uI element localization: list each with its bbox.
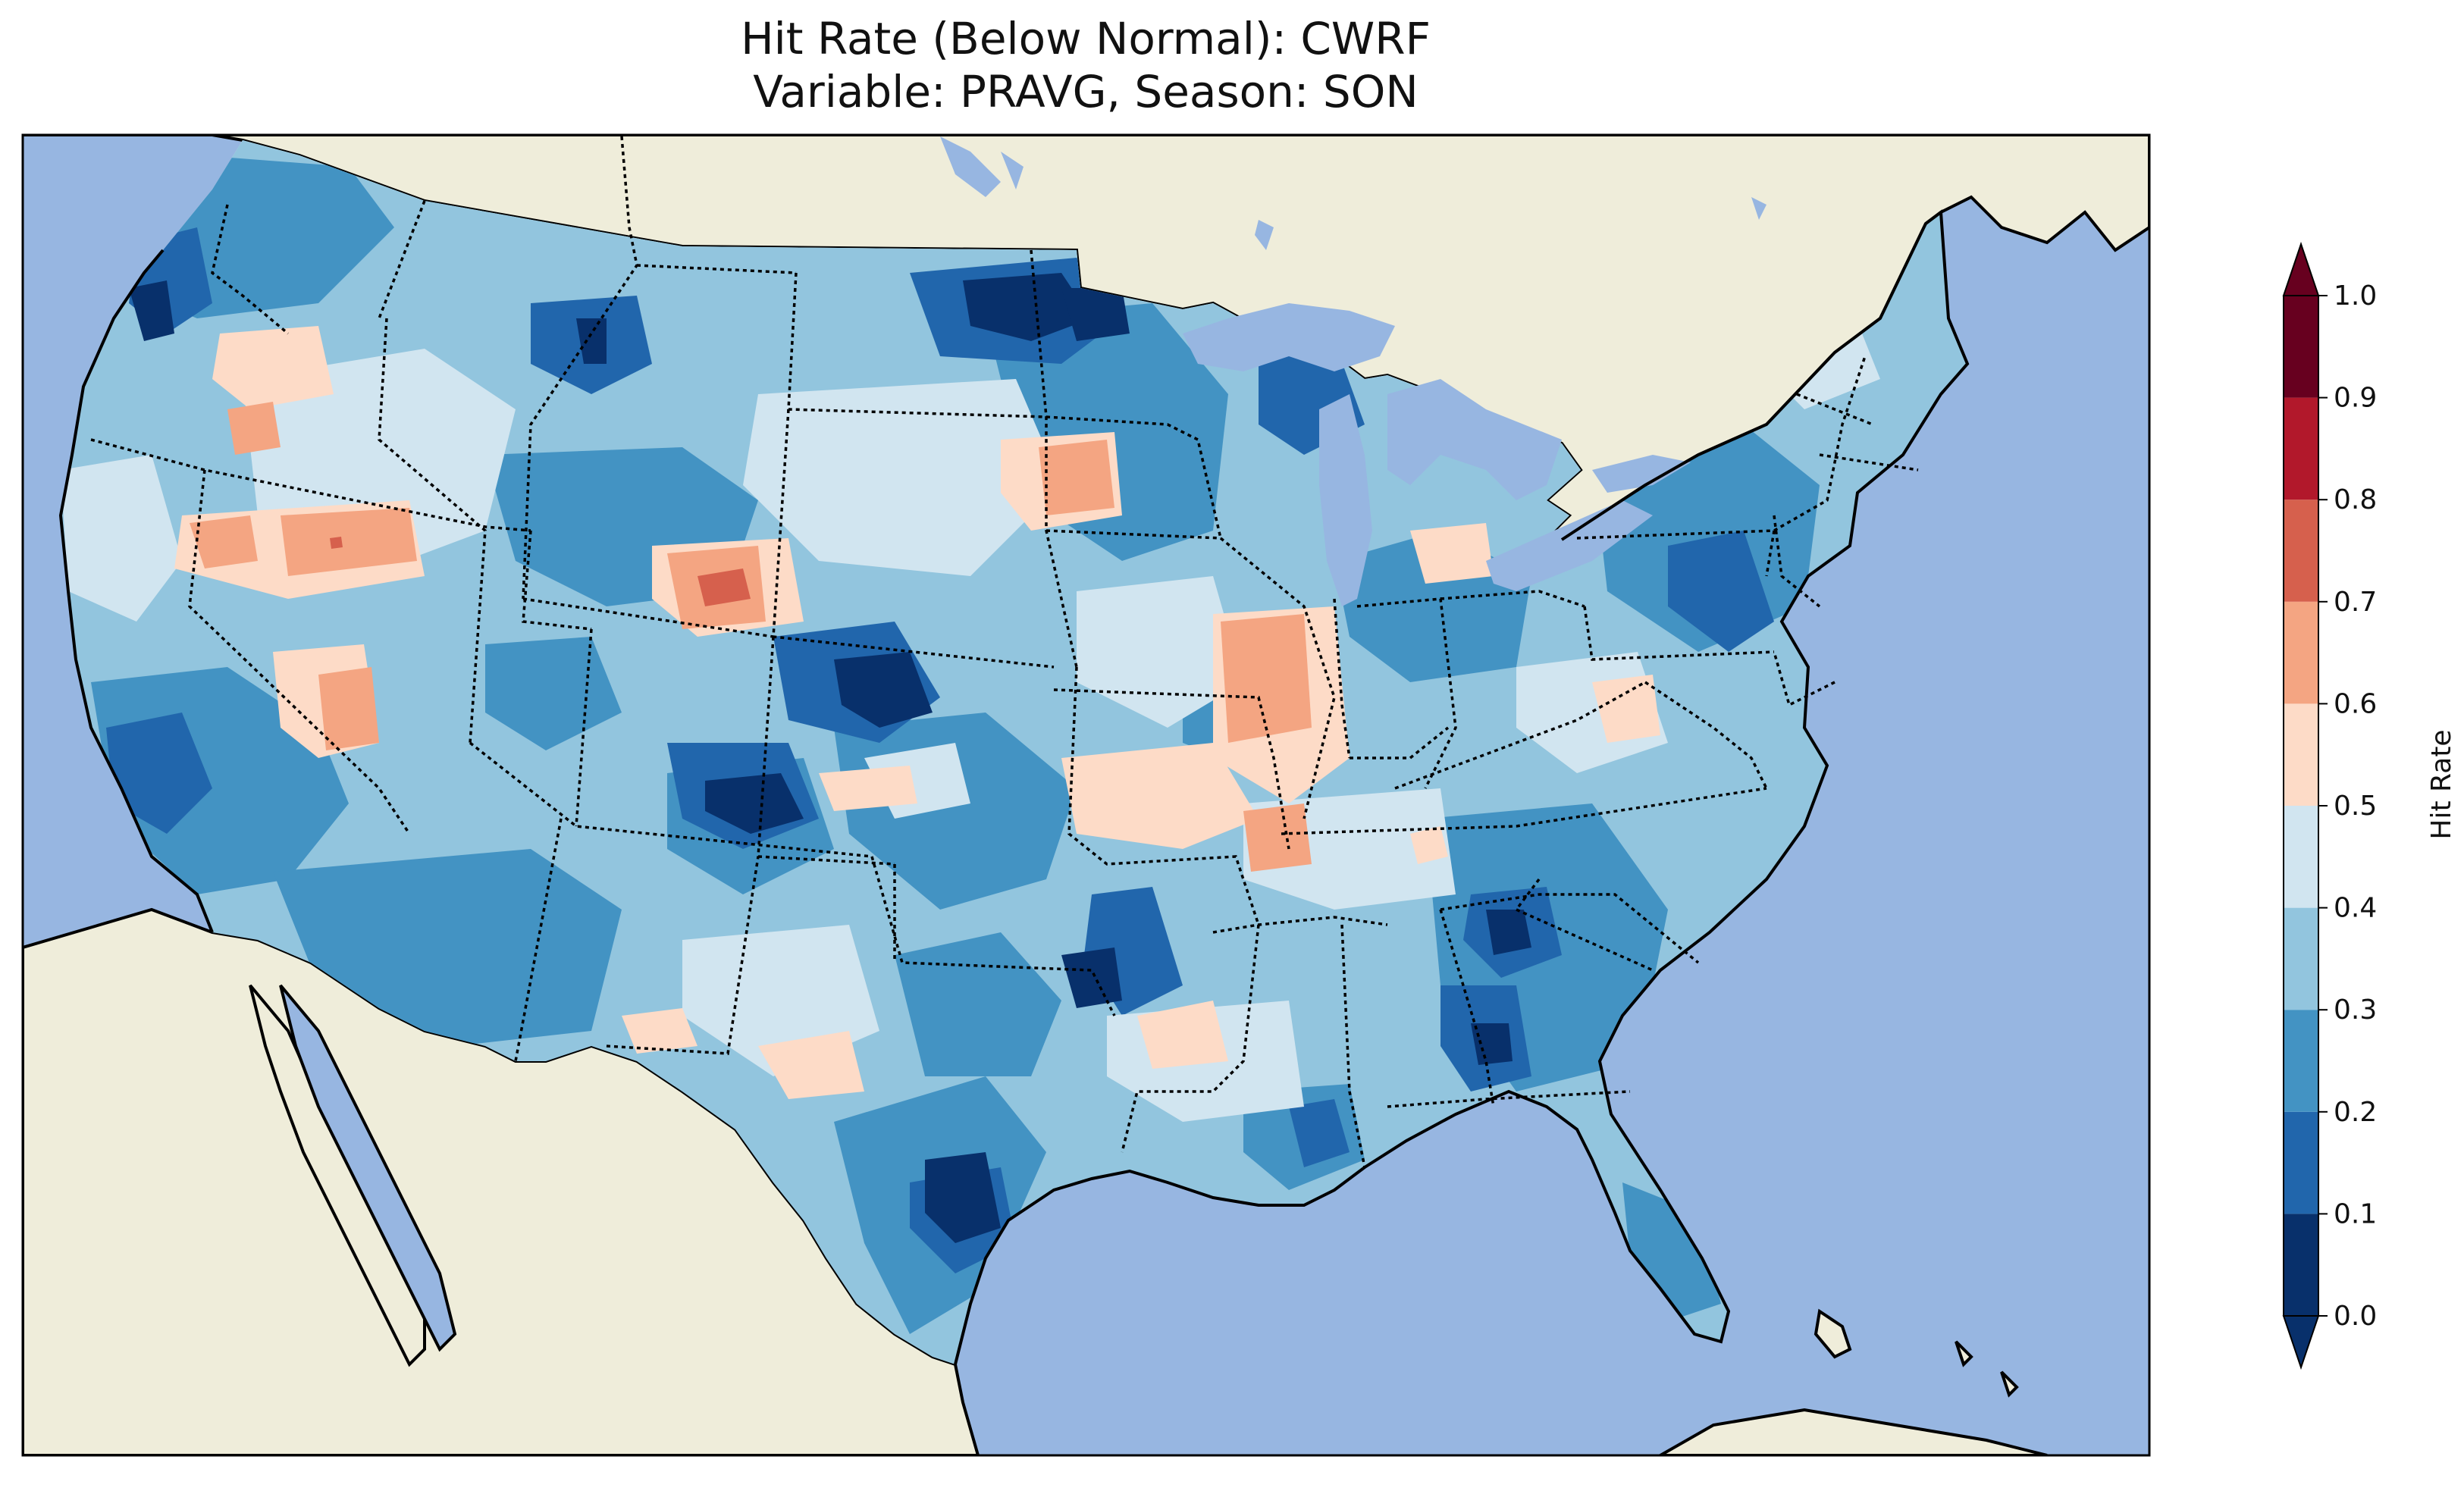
colorbar-bin [2284,296,2318,398]
colorbar-label: Hit Rate [2426,729,2457,839]
map-title-line2: Variable: PRAVG, Season: SON [753,66,1419,117]
colorbar-ticks: 0.0 0.1 0.2 0.3 0.4 0.5 0.6 0.7 0.8 0.9 1.0 [2318,280,2377,1332]
gulf-of-california [279,984,457,1352]
colorbar-tick-label: 0.1 [2334,1198,2377,1229]
colorbar-tick-label: 0.5 [2334,791,2377,822]
land-cuba [1657,1408,2048,1455]
colorbar-tick-label: 0.7 [2334,587,2377,618]
colorbar-bin [2284,907,2318,1010]
colorbar-bin [2284,703,2318,806]
land-bahamas [1814,1308,2019,1398]
colorbar-tick-label: 1.0 [2334,280,2377,312]
colorbar-tick-label: 0.6 [2334,688,2377,719]
colorbar-bin [2284,601,2318,704]
colorbar-tick-label: 0.4 [2334,893,2377,924]
colorbar-bin [2284,500,2318,602]
colorbar-bin [2284,806,2318,908]
colorbar-tick-label: 0.2 [2334,1097,2377,1128]
colorbar-bin [2284,1214,2318,1316]
colorbar-tick-label: 0.3 [2334,994,2377,1026]
colorbar-bins [2282,241,2320,1370]
map-title-line1: Hit Rate (Below Normal): CWRF [741,13,1431,64]
us-coastline [58,209,1970,1365]
colorbar-bin [2284,397,2318,500]
colorbar-tick-label: 0.9 [2334,383,2377,414]
colorbar-bin [2284,1111,2318,1214]
great-lakes [1183,303,1691,606]
colorbar-tick-label: 0.8 [2334,484,2377,515]
colorbar-bin [2284,1010,2318,1112]
canada-lakes [940,136,1766,250]
map-frame [21,133,2151,1457]
colorbar-extend-max [2282,241,2320,296]
colorbar-tick-label: 0.0 [2334,1301,2377,1332]
state-borders [90,136,1919,1168]
colorbar-extend-min [2282,1315,2320,1370]
